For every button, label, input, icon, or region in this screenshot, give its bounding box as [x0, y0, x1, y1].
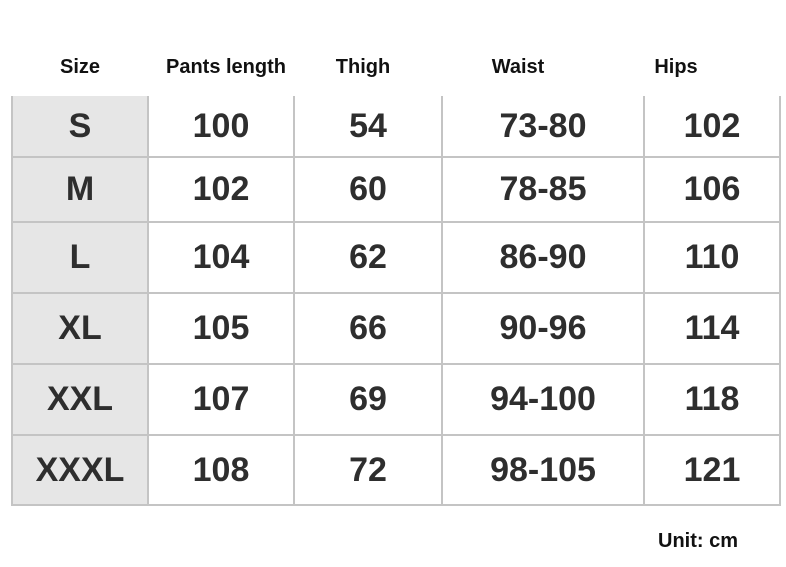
table-row: S 100 54 73-80 102: [11, 96, 781, 158]
value-cell: 121: [643, 434, 781, 506]
value-cell: 73-80: [441, 96, 645, 158]
value-cell: 102: [643, 96, 781, 158]
value-cell: 118: [643, 363, 781, 436]
value-cell: 62: [293, 221, 443, 294]
value-cell: 66: [293, 292, 443, 365]
value-cell: 107: [147, 363, 295, 436]
size-cell: S: [11, 96, 149, 158]
value-cell: 106: [643, 156, 781, 223]
header-thigh: Thigh: [335, 56, 391, 78]
header-hips: Hips: [654, 56, 698, 78]
table-row: L 104 62 86-90 110: [11, 221, 781, 294]
value-cell: 90-96: [441, 292, 645, 365]
value-cell: 114: [643, 292, 781, 365]
value-cell: 86-90: [441, 221, 645, 294]
size-cell: L: [11, 221, 149, 294]
table-row: XXXL 108 72 98-105 121: [11, 434, 781, 506]
header-waist: Waist: [491, 56, 545, 78]
value-cell: 100: [147, 96, 295, 158]
header-pants-length: Pants length: [165, 56, 286, 78]
value-cell: 54: [293, 96, 443, 158]
value-cell: 110: [643, 221, 781, 294]
value-cell: 60: [293, 156, 443, 223]
value-cell: 78-85: [441, 156, 645, 223]
unit-label: Unit: cm: [658, 530, 738, 552]
value-cell: 98-105: [441, 434, 645, 506]
table-row: XXL 107 69 94-100 118: [11, 363, 781, 436]
value-cell: 108: [147, 434, 295, 506]
header-size: Size: [59, 56, 101, 78]
value-cell: 102: [147, 156, 295, 223]
value-cell: 94-100: [441, 363, 645, 436]
value-cell: 104: [147, 221, 295, 294]
value-cell: 69: [293, 363, 443, 436]
size-cell: XL: [11, 292, 149, 365]
size-cell: XXL: [11, 363, 149, 436]
table-row: M 102 60 78-85 106: [11, 156, 781, 223]
size-cell: M: [11, 156, 149, 223]
table-row: XL 105 66 90-96 114: [11, 292, 781, 365]
value-cell: 105: [147, 292, 295, 365]
size-cell: XXXL: [11, 434, 149, 506]
size-table: S 100 54 73-80 102 M 102 60 78-85 106 L 104 62 86-90 1…: [11, 96, 781, 506]
value-cell: 72: [293, 434, 443, 506]
